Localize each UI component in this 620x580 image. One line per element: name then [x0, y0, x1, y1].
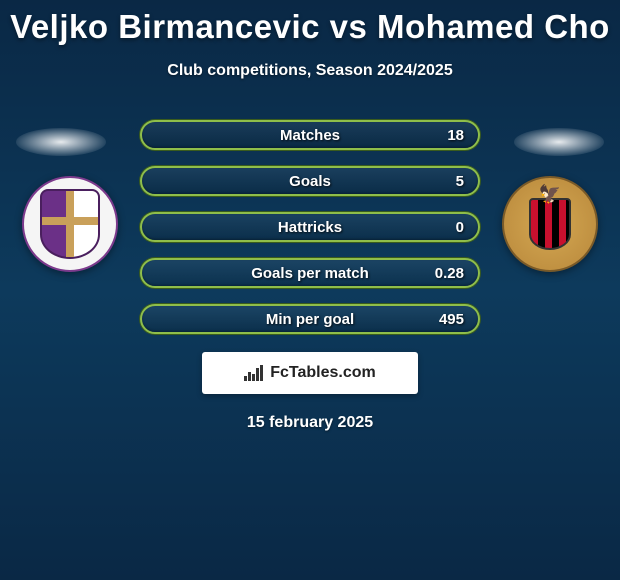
stats-table: Matches 18 Goals 5 Hattricks 0 Goals per…: [140, 120, 480, 334]
stat-label: Matches: [280, 127, 340, 144]
stat-row-hattricks: Hattricks 0: [140, 212, 480, 242]
stat-label: Hattricks: [278, 219, 342, 236]
stat-row-min-per-goal: Min per goal 495: [140, 304, 480, 334]
club-logo-right: 🦅: [502, 176, 598, 272]
bar-chart-icon: [244, 365, 264, 381]
stat-label: Min per goal: [266, 311, 354, 328]
tfc-crest: [22, 176, 118, 272]
player-photo-placeholder-right: [514, 128, 604, 156]
stat-row-matches: Matches 18: [140, 120, 480, 150]
stat-row-goals-per-match: Goals per match 0.28: [140, 258, 480, 288]
stat-value-right: 0.28: [435, 265, 464, 282]
comparison-body: 🦅 Matches 18 Goals 5 Hattricks 0 Goals p…: [0, 120, 620, 432]
club-logo-left: [22, 176, 118, 272]
eagle-icon: 🦅: [539, 184, 561, 205]
stat-value-right: 5: [456, 173, 464, 190]
stat-label: Goals: [289, 173, 331, 190]
stat-row-goals: Goals 5: [140, 166, 480, 196]
player-photo-placeholder-left: [16, 128, 106, 156]
comparison-subtitle: Club competitions, Season 2024/2025: [0, 62, 620, 80]
stat-value-right: 495: [439, 311, 464, 328]
snapshot-date: 15 february 2025: [0, 414, 620, 432]
stat-value-right: 18: [447, 127, 464, 144]
ogc-nice-crest: 🦅: [502, 176, 598, 272]
stat-label: Goals per match: [251, 265, 369, 282]
watermark: FcTables.com: [202, 352, 418, 394]
comparison-title: Veljko Birmancevic vs Mohamed Cho: [0, 0, 620, 46]
watermark-text: FcTables.com: [270, 364, 376, 382]
stat-value-right: 0: [456, 219, 464, 236]
